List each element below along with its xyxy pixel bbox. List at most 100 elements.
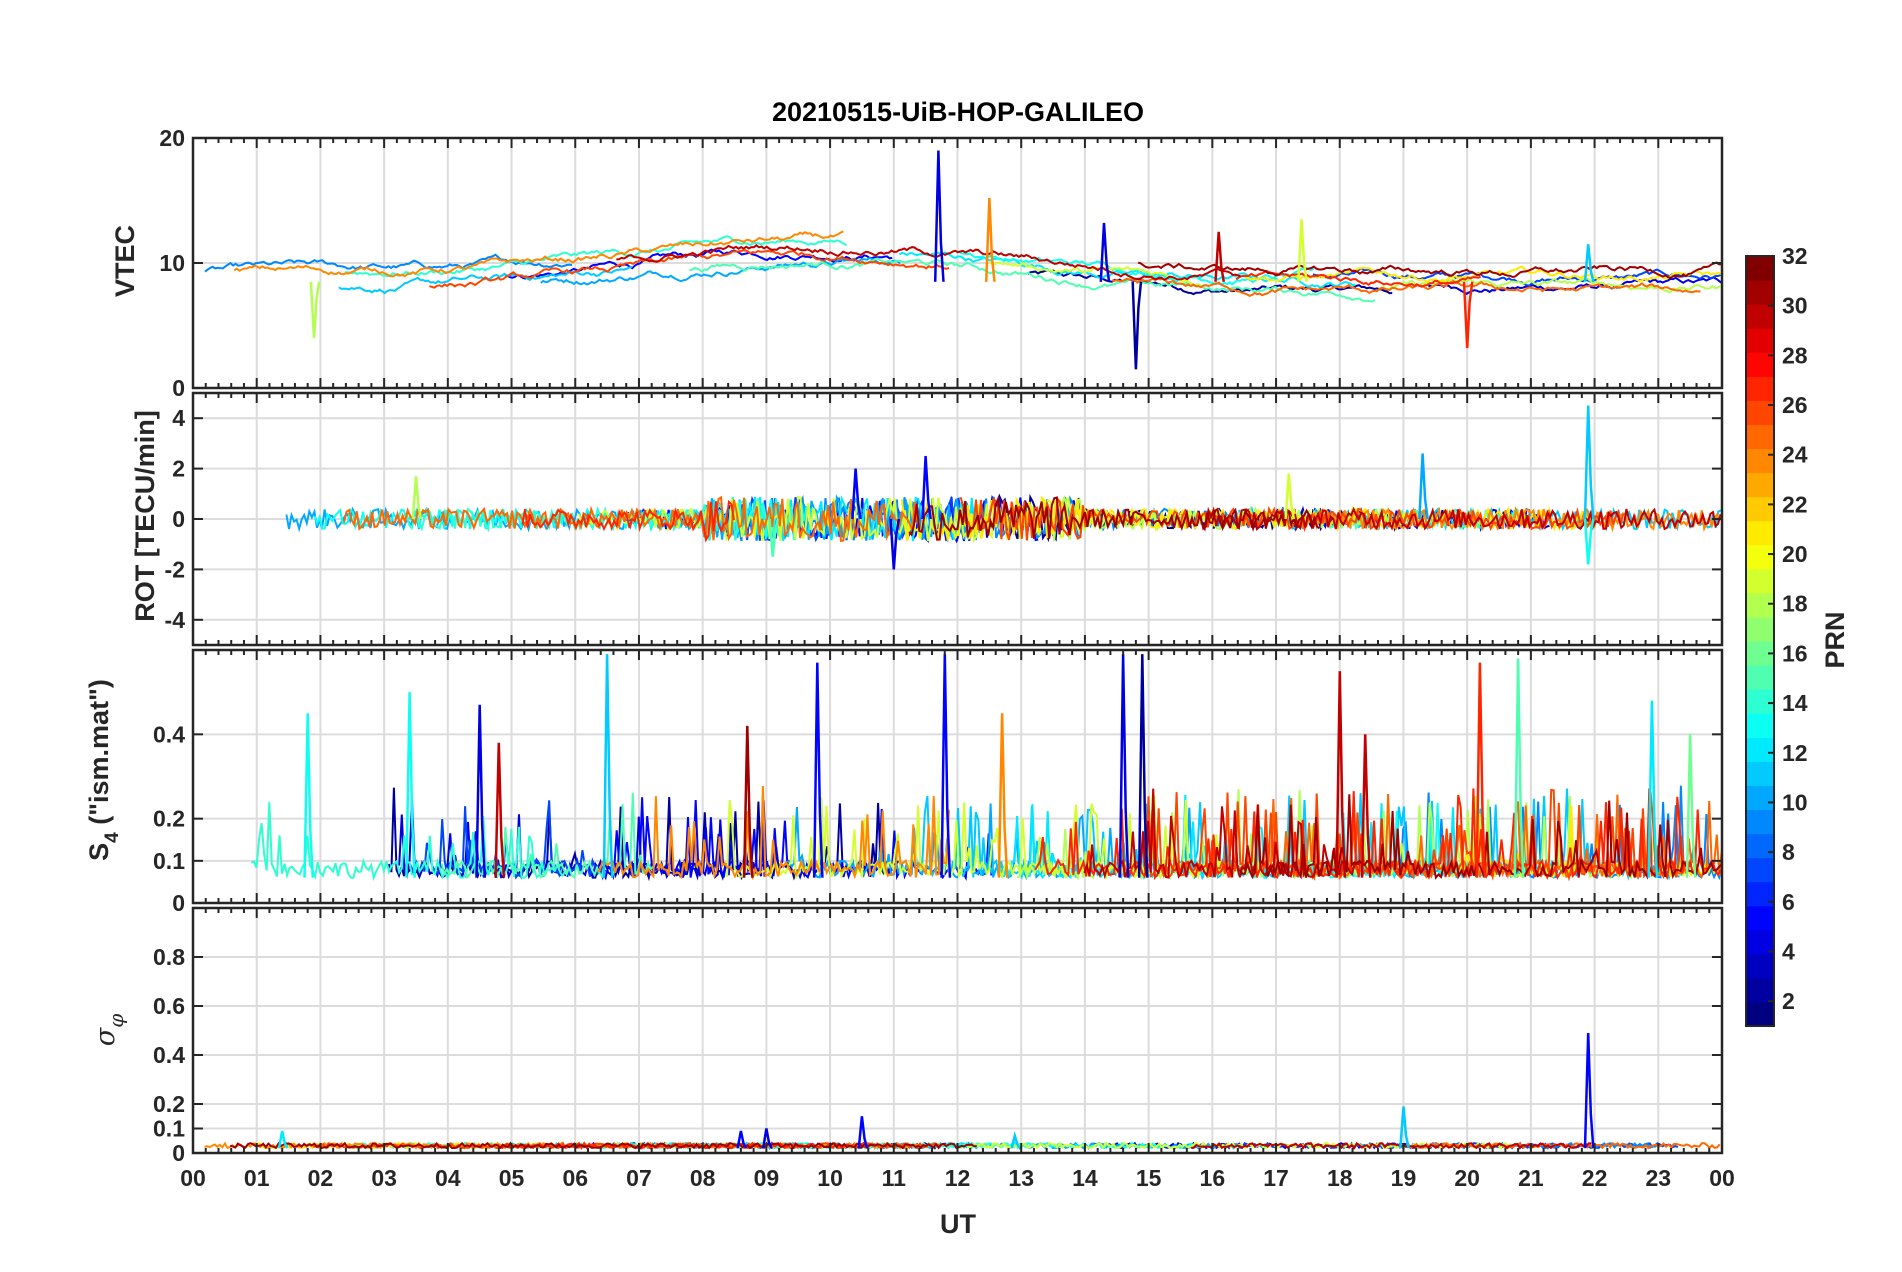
- colorbar-segment: [1746, 665, 1774, 690]
- x-tick-label: 01: [244, 1165, 270, 1191]
- spike-s4: [1335, 671, 1347, 878]
- colorbar-tick-label: 14: [1782, 690, 1808, 716]
- colorbar-segment: [1746, 376, 1774, 401]
- x-tick-label: 03: [371, 1165, 397, 1191]
- ylabel-s4-tail: ("ism.mat"): [84, 679, 114, 832]
- y-tick-label-vtec: 10: [159, 250, 185, 276]
- y-tick-label-rot: 0: [172, 506, 185, 532]
- series-rot-prn-31: [908, 494, 1320, 541]
- spike-s4: [1137, 654, 1149, 878]
- x-tick-label: 05: [499, 1165, 525, 1191]
- spike-s4: [494, 742, 506, 878]
- spike-rot: [1583, 518, 1595, 565]
- colorbar-segment: [1746, 713, 1774, 738]
- y-axis-labels: VTEC ROT [TECU/min] S4 ("ism.mat") σφ: [84, 225, 160, 1046]
- spike-s4: [405, 692, 416, 878]
- colorbar-frame: [1745, 255, 1775, 1027]
- spike-sigma: [736, 1130, 748, 1149]
- x-tick-label: 14: [1072, 1165, 1098, 1191]
- x-tick-label: 20: [1454, 1165, 1480, 1191]
- x-axis-label: UT: [940, 1209, 976, 1239]
- series-sigma-prn-25: [1406, 1141, 1721, 1150]
- colorbar-segment: [1746, 929, 1774, 955]
- chart-title: 20210515-UiB-HOP-GALILEO: [772, 97, 1144, 127]
- colorbar-tick-label: 10: [1782, 789, 1808, 815]
- colorbar-segment: [1746, 1001, 1774, 1027]
- x-tick-label: 11: [882, 1165, 907, 1191]
- spike-rot: [1418, 453, 1429, 520]
- colorbar-tick-label: 16: [1782, 640, 1808, 666]
- spike-s4: [997, 713, 1009, 878]
- y-tick-label-sigma: 0.2: [153, 1091, 185, 1117]
- x-tick-label: 13: [1008, 1165, 1034, 1191]
- y-tick-label-sigma: 0.4: [153, 1042, 185, 1068]
- colorbar-segment: [1746, 616, 1774, 642]
- colorbar-segment: [1746, 520, 1774, 546]
- spike-s4: [1513, 658, 1525, 878]
- series-s4-prn-30: [1083, 788, 1360, 880]
- x-axis: 00 01 02 03 04 05 06 07 08 09 10 11 12 13 14 15 16 17 18 19…: [180, 1165, 1735, 1191]
- series-vtec-prn-24: [233, 230, 844, 278]
- spike-rot: [1284, 473, 1296, 520]
- colorbar-segment: [1746, 496, 1774, 522]
- spike-s4: [940, 654, 952, 878]
- colorbar-segment: [1746, 568, 1774, 594]
- spike-sigma: [277, 1130, 289, 1149]
- x-tick-label: 22: [1582, 1165, 1608, 1191]
- spike-s4: [1647, 700, 1659, 878]
- plot-frame-sigma: [191, 906, 1724, 1155]
- x-tick-label: 08: [690, 1165, 716, 1191]
- spike-s4: [1360, 734, 1372, 878]
- spike-s4: [602, 654, 614, 878]
- spike-s4: [742, 725, 754, 878]
- colorbar-segment: [1746, 857, 1774, 883]
- colorbar-tick-label: 30: [1782, 293, 1808, 319]
- y-tick-label-sigma: 0: [172, 1140, 185, 1166]
- colorbar-tick-label: 8: [1782, 839, 1795, 865]
- colorbar-segment: [1746, 328, 1774, 353]
- x-tick-label: 19: [1391, 1165, 1417, 1191]
- colorbar-tick-label: 12: [1782, 740, 1808, 766]
- colorbar-tick-label: 20: [1782, 541, 1808, 567]
- spike-vtec: [984, 197, 996, 282]
- series-rot-prn-25: [343, 495, 921, 543]
- spike-rot: [921, 455, 932, 520]
- colorbar-tick-label: 32: [1782, 243, 1808, 269]
- x-tick-label: 02: [308, 1165, 334, 1191]
- colorbar-segment: [1746, 448, 1774, 474]
- ylabel-s4-main: S: [84, 843, 114, 861]
- plot-frame-vtec: [191, 136, 1724, 390]
- spike-s4: [303, 713, 315, 878]
- x-tick-label: 23: [1645, 1165, 1671, 1191]
- spike-sigma: [1399, 1106, 1410, 1149]
- y-tick-label-s4: 0: [172, 890, 185, 916]
- x-tick-label: 21: [1518, 1165, 1544, 1191]
- panel-sigma: 00.10.2 0.4 0.6 0.8: [153, 906, 1724, 1166]
- colorbar-segment: [1746, 953, 1774, 979]
- y-tick-label-vtec: 20: [159, 125, 185, 151]
- spike-vtec: [1214, 231, 1226, 283]
- colorbar-segment: [1746, 809, 1774, 835]
- spike-vtec: [1462, 281, 1474, 349]
- series-vtec-prn-10: [540, 256, 901, 286]
- x-tick-label: 12: [945, 1165, 971, 1191]
- x-tick-label: 04: [435, 1165, 461, 1191]
- colorbar-segment: [1746, 737, 1774, 762]
- y-tick-label-sigma: 0.8: [153, 944, 185, 970]
- y-tick-label-sigma: 0.1: [153, 1116, 185, 1142]
- x-tick-label: 15: [1136, 1165, 1162, 1191]
- y-tick-label-rot: -4: [165, 607, 186, 633]
- spike-vtec: [1583, 244, 1595, 283]
- y-tick-label-rot: 4: [172, 405, 185, 431]
- x-tick-label: 09: [754, 1165, 780, 1191]
- series-vtec-prn-30: [616, 244, 1242, 281]
- colorbar-segment: [1746, 352, 1774, 377]
- colorbar-tick-label: 24: [1782, 442, 1808, 468]
- colorbar-segment: [1746, 472, 1774, 498]
- series-vtec-prn-14: [344, 235, 848, 278]
- colorbar-segment: [1746, 905, 1774, 931]
- colorbar-label: PRN: [1820, 611, 1850, 668]
- spike-s4: [1685, 734, 1697, 878]
- series-s4-prn-31: [1238, 794, 1723, 880]
